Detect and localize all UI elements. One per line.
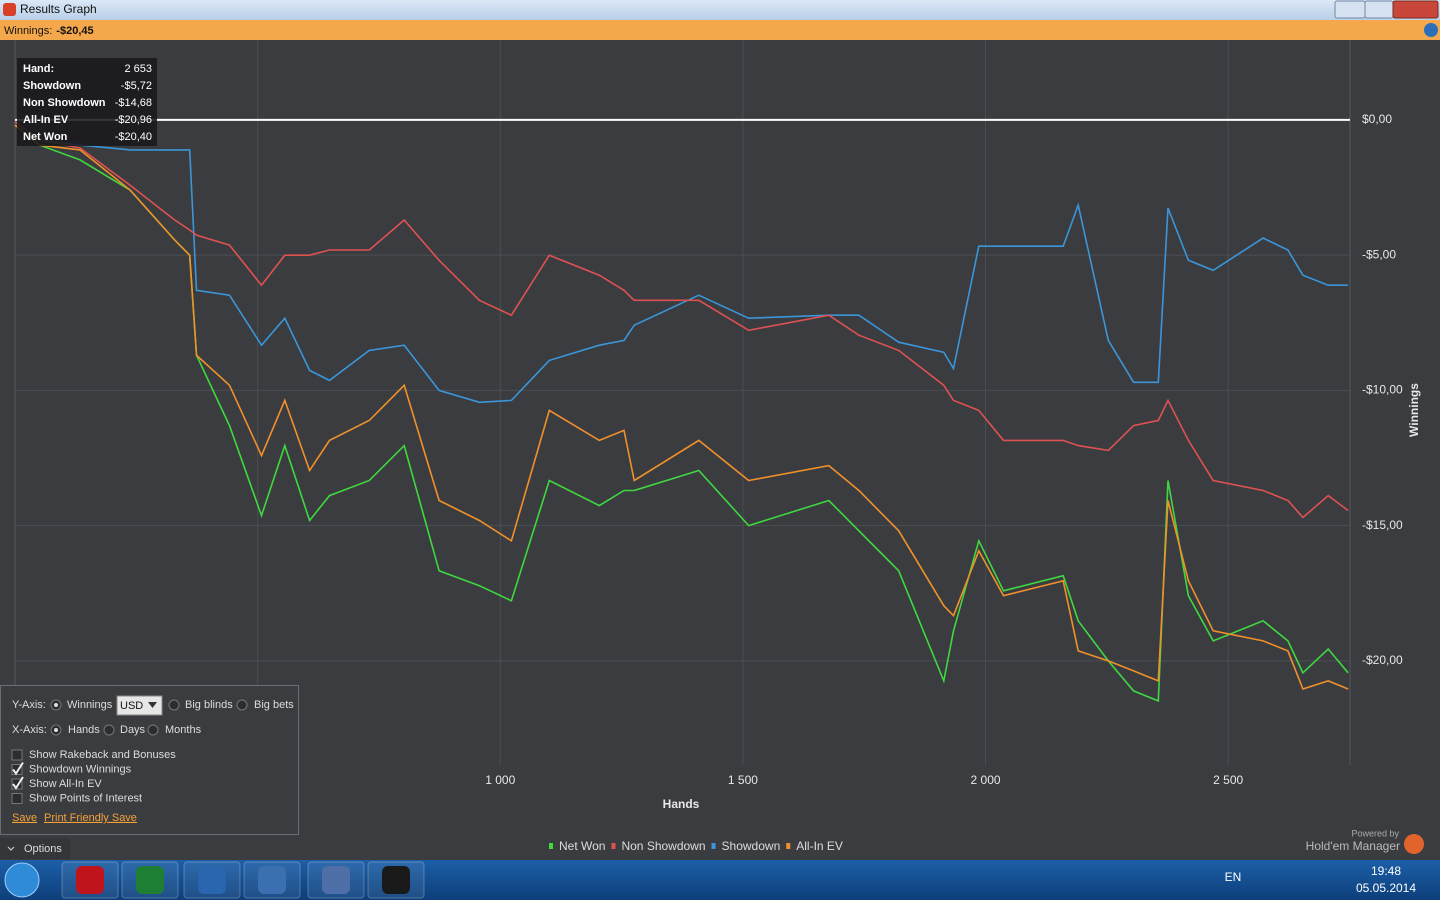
tooltip-label: Net Won — [23, 131, 68, 143]
series-line — [14, 124, 1349, 703]
radio-dot — [54, 703, 58, 707]
tooltip-label: Hand: — [23, 63, 54, 75]
radio-label: Big blinds — [185, 699, 233, 711]
checkbox[interactable] — [11, 793, 23, 804]
x-tick-label: 1 000 — [485, 773, 515, 787]
clock-date: 05.05.2014 — [1356, 881, 1416, 895]
radio-label: Months — [165, 724, 202, 736]
y-tick-label: -$5,00 — [1362, 247, 1396, 261]
legend-label: Non Showdown — [621, 839, 705, 853]
summary-value: -$20,45 — [56, 25, 93, 37]
legend-swatch — [786, 843, 791, 849]
clock-time: 19:48 — [1371, 864, 1401, 878]
y-tick-label: $0,00 — [1362, 112, 1392, 126]
radio-dot — [54, 728, 58, 732]
tooltip-value: -$5,72 — [121, 80, 152, 92]
radio-button[interactable] — [147, 724, 159, 736]
tooltip-label: Non Showdown — [23, 97, 106, 109]
legend-swatch — [611, 843, 616, 849]
x-tick-label: 2 000 — [971, 773, 1001, 787]
options-toggle-label: Options — [24, 843, 62, 855]
x-tick-label: 2 500 — [1213, 773, 1243, 787]
title-bar — [0, 0, 1440, 20]
help-button[interactable] — [1424, 23, 1438, 37]
product-name: Hold'em Manager — [1306, 839, 1400, 853]
app-icon — [382, 866, 410, 894]
checkbox[interactable] — [11, 764, 23, 775]
radio-label: Hands — [68, 724, 100, 736]
maximize-button[interactable] — [1364, 0, 1394, 19]
tooltip-label: All-In EV — [23, 114, 69, 126]
app-icon — [322, 866, 350, 894]
radio-button[interactable] — [236, 699, 248, 711]
series-line — [14, 124, 1349, 690]
check-mark — [12, 761, 24, 776]
taskbar — [0, 860, 1440, 900]
app-icon — [136, 866, 164, 894]
options-toggle[interactable] — [0, 838, 70, 859]
y-tick-label: -$10,00 — [1362, 383, 1403, 397]
series-line — [14, 121, 1349, 519]
checkbox-label: Show Rakeback and Bonuses — [29, 749, 176, 761]
tooltip-label: Showdown — [23, 80, 81, 92]
radio-label: Days — [120, 724, 146, 736]
radio-label: Big bets — [254, 699, 294, 711]
currency-select[interactable] — [116, 695, 163, 716]
tooltip-value: -$20,40 — [115, 131, 152, 143]
app-icon — [258, 866, 286, 894]
tooltip-box — [17, 58, 157, 146]
tooltip-value: 2 653 — [124, 63, 152, 75]
app-icon — [3, 3, 16, 16]
checkbox[interactable] — [11, 749, 23, 761]
chevron — [7, 846, 15, 851]
summary-label: Winnings: — [4, 25, 52, 37]
y-tick-label: -$15,00 — [1362, 518, 1403, 532]
minimize-button[interactable] — [1334, 0, 1366, 19]
radio-button[interactable] — [168, 699, 180, 711]
legend-swatch — [711, 843, 716, 849]
x-axis-option-label: X-Axis: — [12, 724, 47, 736]
checkbox-label: Show Points of Interest — [29, 792, 142, 804]
x-tick-label: 1 500 — [728, 773, 758, 787]
window-title: Results Graph — [20, 2, 97, 16]
tooltip-value: -$20,96 — [115, 114, 152, 126]
radio-button[interactable] — [103, 724, 115, 736]
series-line — [14, 121, 1349, 404]
x-axis-title: Hands — [663, 797, 700, 811]
start-button[interactable] — [4, 862, 40, 898]
options-panel — [0, 685, 299, 835]
y-axis-title: Winnings — [1407, 383, 1421, 437]
y-tick-label: -$20,00 — [1362, 653, 1403, 667]
radio-label: Winnings — [67, 699, 113, 711]
checkbox[interactable] — [11, 778, 23, 790]
legend-swatch — [549, 843, 553, 849]
powered-by: Powered by — [1351, 828, 1399, 838]
link[interactable]: Print Friendly Save — [44, 812, 137, 824]
legend-label: Showdown — [722, 839, 781, 853]
app-icon — [198, 866, 226, 894]
link[interactable]: Save — [12, 812, 37, 824]
currency-value: USD — [120, 700, 143, 712]
checkbox-label: Show All-In EV — [29, 778, 102, 790]
tooltip-value: -$14,68 — [115, 97, 152, 109]
dropdown-arrow — [148, 702, 157, 708]
close-button[interactable] — [1392, 0, 1439, 19]
legend-label: Net Won — [559, 839, 605, 853]
language: EN — [1225, 870, 1242, 884]
brand-logo — [1404, 834, 1424, 854]
check-mark — [12, 776, 24, 790]
legend-label: All-In EV — [796, 839, 843, 853]
checkbox-label: Showdown Winnings — [29, 763, 132, 775]
summary-bar — [0, 20, 1440, 40]
y-axis-option-label: Y-Axis: — [12, 699, 46, 711]
app-icon — [76, 866, 104, 894]
